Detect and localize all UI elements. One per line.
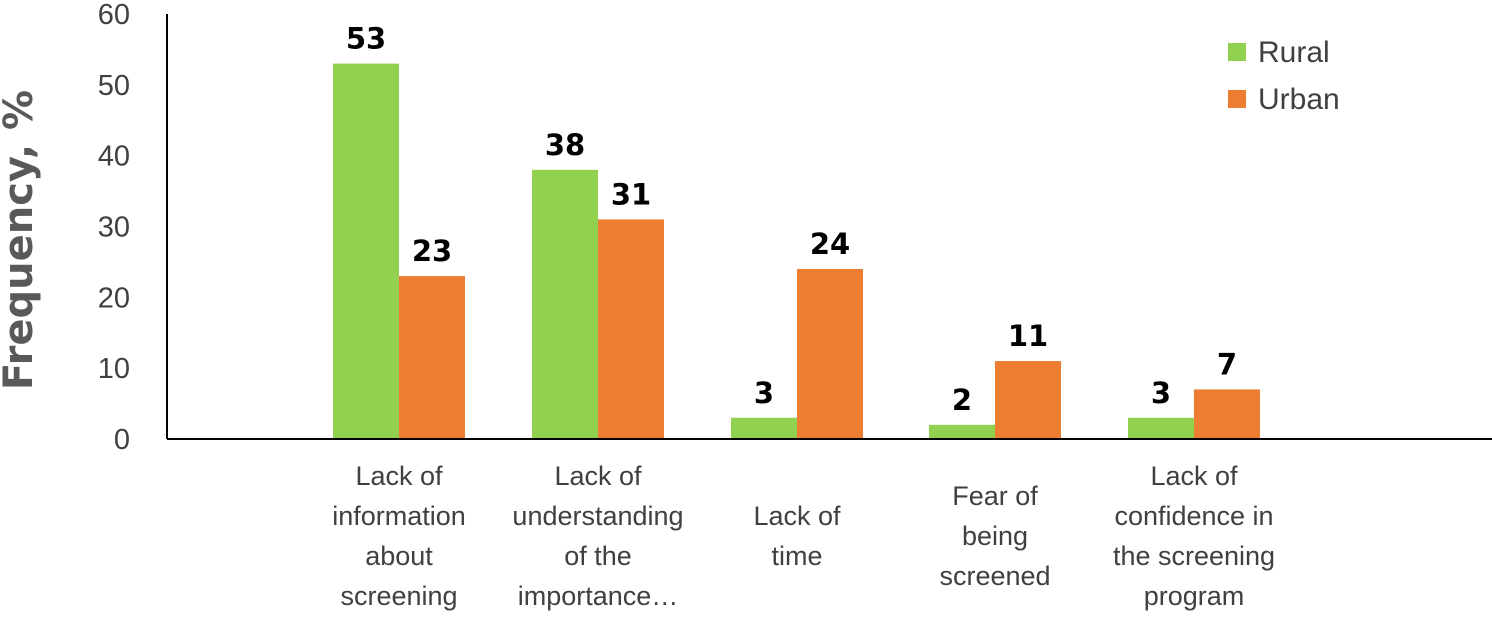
y-tick-label: 10	[98, 353, 130, 385]
data-label: 24	[810, 227, 850, 261]
y-tick-label: 20	[98, 282, 130, 314]
legend-label-urban: Urban	[1258, 83, 1340, 116]
y-tick-label: 40	[98, 141, 130, 173]
legend-swatch-rural	[1228, 43, 1246, 61]
y-tick-label: 50	[98, 70, 130, 102]
bar-urban	[1194, 389, 1260, 439]
bar-rural	[333, 63, 399, 439]
data-label: 38	[545, 128, 585, 162]
data-label: 3	[754, 376, 774, 410]
bar-rural	[532, 169, 598, 440]
bars-layer	[333, 63, 1260, 440]
data-labels-layer: 53 23 38 31 3 24 2 11 3 7	[346, 22, 1237, 417]
data-label: 11	[1008, 319, 1048, 353]
bar-rural	[731, 417, 797, 439]
legend: Rural Urban	[1228, 36, 1340, 116]
category-label: Lack of time	[753, 501, 841, 571]
category-label: Lack of confidence in the screening program	[1113, 461, 1275, 611]
y-tick-label: 0	[114, 424, 130, 456]
bar-urban	[598, 219, 664, 439]
bar-rural	[1128, 417, 1194, 439]
y-axis-title: Frequency, %	[0, 90, 42, 390]
bar-urban	[797, 269, 863, 439]
data-label: 53	[346, 22, 386, 56]
bar-urban	[995, 361, 1061, 439]
bar-urban	[399, 276, 465, 439]
category-label: Lack of information about screening	[332, 461, 466, 611]
data-label: 3	[1151, 376, 1171, 410]
data-label: 2	[952, 383, 972, 417]
data-label: 7	[1217, 347, 1237, 381]
data-label: 31	[611, 177, 651, 211]
category-labels-layer: Lack of information about screening Lack of u…	[332, 461, 1275, 611]
category-label: Fear of being screened	[939, 481, 1050, 591]
y-tick-label: 60	[98, 0, 130, 31]
data-label: 23	[412, 234, 452, 268]
axes-layer	[166, 14, 1492, 440]
category-label: Lack of understanding of the importance…	[512, 461, 683, 611]
y-axis-ticks: 0 10 20 30 40 50 60	[98, 0, 130, 456]
legend-swatch-urban	[1228, 90, 1246, 108]
y-tick-label: 30	[98, 212, 130, 244]
bar-rural	[929, 424, 995, 439]
legend-label-rural: Rural	[1258, 36, 1330, 69]
y-axis-title-group: Frequency, %	[0, 90, 42, 390]
